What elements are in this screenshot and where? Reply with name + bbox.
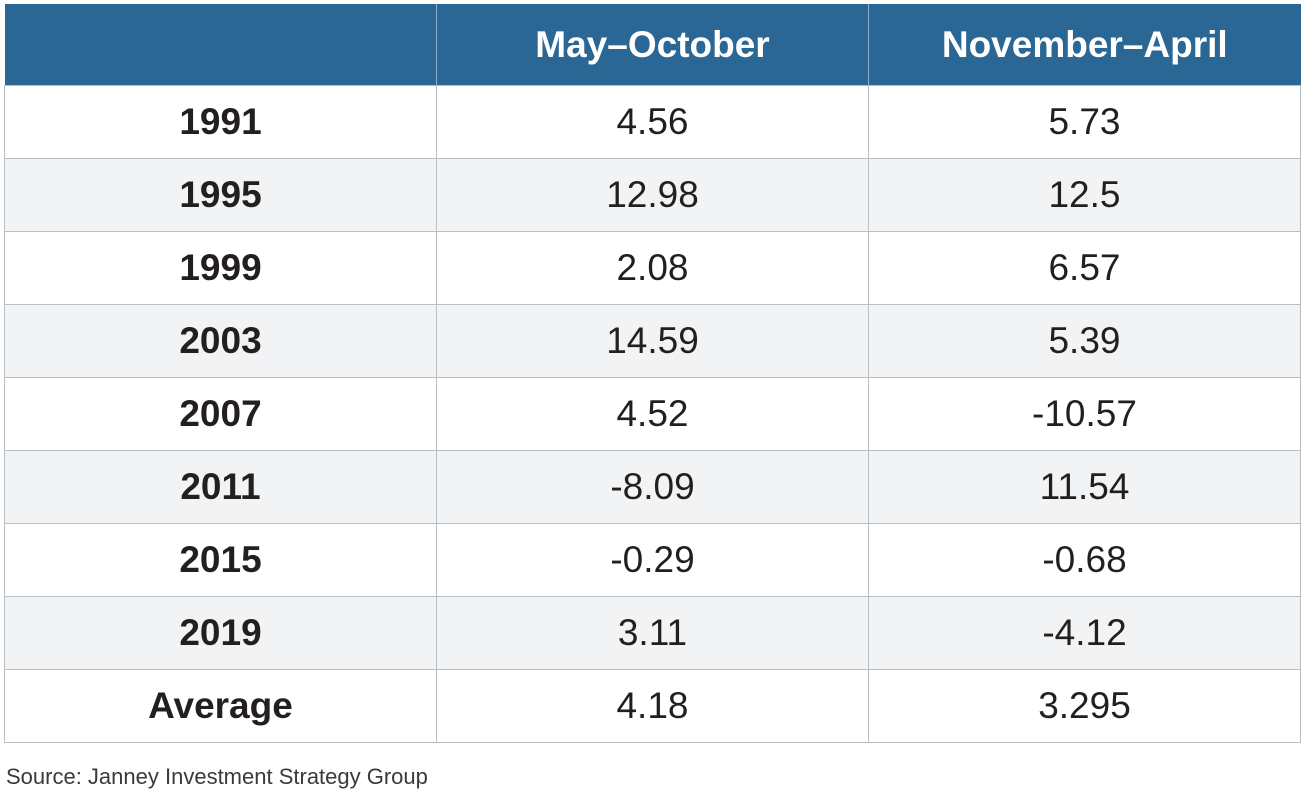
header-row: May–October November–April [4, 4, 1301, 86]
cell-may-october: 4.18 [436, 669, 869, 743]
table-row: 1991 4.56 5.73 [4, 85, 1301, 159]
header-cell-november-april: November–April [868, 4, 1301, 86]
row-label-cell: 2015 [4, 523, 437, 597]
returns-table: May–October November–April 1991 4.56 5.73 1… [4, 4, 1301, 743]
cell-november-april: -10.57 [868, 377, 1301, 451]
cell-may-october: 3.11 [436, 596, 869, 670]
row-label-cell: 2019 [4, 596, 437, 670]
cell-november-april: 6.57 [868, 231, 1301, 305]
table-row: 2003 14.59 5.39 [4, 304, 1301, 378]
table-row: 2011 -8.09 11.54 [4, 450, 1301, 524]
row-label-cell: 1995 [4, 158, 437, 232]
cell-november-april: -4.12 [868, 596, 1301, 670]
table-row: Average 4.18 3.295 [4, 669, 1301, 743]
cell-november-april: 12.5 [868, 158, 1301, 232]
row-label-cell: 2003 [4, 304, 437, 378]
cell-november-april: -0.68 [868, 523, 1301, 597]
table-row: 1999 2.08 6.57 [4, 231, 1301, 305]
cell-november-april: 5.39 [868, 304, 1301, 378]
table-row: 1995 12.98 12.5 [4, 158, 1301, 232]
row-label-cell: 1991 [4, 85, 437, 159]
row-label-cell: Average [4, 669, 437, 743]
row-label-cell: 2007 [4, 377, 437, 451]
source-note: Source: Janney Investment Strategy Group [6, 764, 428, 789]
cell-may-october: -8.09 [436, 450, 869, 524]
table-body: 1991 4.56 5.73 1995 12.98 12.5 1999 2.08 6.57 200… [4, 85, 1301, 743]
header-cell-year [4, 4, 437, 86]
table-row: 2007 4.52 -10.57 [4, 377, 1301, 451]
cell-may-october: 12.98 [436, 158, 869, 232]
row-label-cell: 2011 [4, 450, 437, 524]
cell-may-october: 2.08 [436, 231, 869, 305]
cell-november-april: 3.295 [868, 669, 1301, 743]
cell-may-october: 4.56 [436, 85, 869, 159]
header-cell-may-october: May–October [436, 4, 869, 86]
table-row: 2015 -0.29 -0.68 [4, 523, 1301, 597]
row-label-cell: 1999 [4, 231, 437, 305]
cell-may-october: 14.59 [436, 304, 869, 378]
cell-november-april: 5.73 [868, 85, 1301, 159]
cell-may-october: 4.52 [436, 377, 869, 451]
cell-may-october: -0.29 [436, 523, 869, 597]
cell-november-april: 11.54 [868, 450, 1301, 524]
table-row: 2019 3.11 -4.12 [4, 596, 1301, 670]
table-header: May–October November–April [4, 4, 1301, 86]
